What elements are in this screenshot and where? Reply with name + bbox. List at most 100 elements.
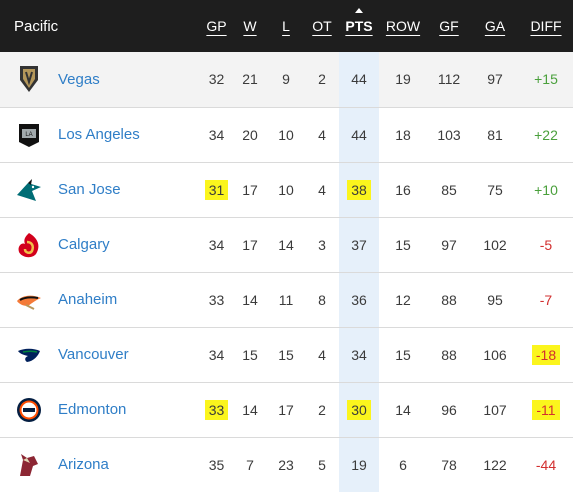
cell-l: 10 — [278, 181, 294, 198]
cell-ga: 81 — [487, 126, 503, 143]
sharks-logo-icon[interactable] — [14, 175, 44, 205]
col-gp[interactable]: GP — [206, 18, 227, 34]
cell-l: 10 — [278, 126, 294, 143]
cell-l: 14 — [278, 236, 294, 253]
cell-w: 15 — [242, 346, 258, 363]
cell-row: 12 — [395, 291, 411, 308]
cell-ga: 107 — [483, 401, 507, 418]
cell-gf: 78 — [441, 456, 457, 473]
division-title: Pacific — [14, 17, 59, 35]
cell-pts: 36 — [339, 272, 379, 327]
cell-pts: 37 — [339, 217, 379, 272]
cell-gf: 88 — [441, 291, 457, 308]
kings-logo-icon[interactable]: LA — [14, 120, 44, 150]
col-w[interactable]: W — [243, 18, 257, 34]
ducks-logo-icon[interactable] — [14, 285, 44, 315]
cell-pts: 44 — [339, 52, 379, 107]
table-header: Pacific GP W L OT PTS ROW GF GA DIFF — [0, 0, 573, 52]
col-pts[interactable]: PTS — [339, 0, 379, 52]
col-ga[interactable]: GA — [484, 18, 506, 34]
cell-w: 20 — [242, 126, 258, 143]
cell-row: 15 — [395, 346, 411, 363]
cell-ot: 8 — [318, 291, 326, 308]
cell-gf: 97 — [441, 236, 457, 253]
svg-text:LA: LA — [25, 132, 32, 138]
cell-ga: 75 — [487, 181, 503, 198]
oilers-logo-icon[interactable] — [14, 395, 44, 425]
cell-ot: 2 — [318, 401, 326, 418]
table-row: Anaheim 33 14 11 8 36 12 88 95 -7 — [0, 272, 573, 327]
team-link-vancouver[interactable]: Vancouver — [58, 346, 129, 363]
cell-pts: 34 — [339, 327, 379, 382]
cell-gp: 32 — [208, 71, 225, 88]
cell-ot: 4 — [318, 126, 326, 143]
cell-gf: 112 — [437, 71, 461, 88]
cell-w: 14 — [242, 291, 258, 308]
cell-diff: +22 — [534, 126, 558, 143]
cell-gf: 103 — [437, 126, 461, 143]
team-link-san-jose[interactable]: San Jose — [58, 181, 121, 198]
cell-row: 14 — [395, 401, 411, 418]
cell-l: 9 — [282, 71, 290, 88]
col-l[interactable]: L — [282, 18, 290, 34]
cell-gf: 88 — [441, 346, 457, 363]
table-row: LA Los Angeles 34 20 10 4 44 18 103 81 +… — [0, 107, 573, 162]
cell-ga: 95 — [487, 291, 503, 308]
cell-w: 21 — [242, 71, 258, 88]
coyotes-logo-icon[interactable] — [14, 450, 44, 480]
cell-ot: 4 — [318, 181, 326, 198]
col-diff[interactable]: DIFF — [530, 18, 562, 34]
team-link-edmonton[interactable]: Edmonton — [58, 401, 127, 418]
cell-gf: 85 — [441, 181, 457, 198]
team-link-anaheim[interactable]: Anaheim — [58, 291, 118, 308]
cell-diff: -44 — [535, 456, 557, 473]
cell-l: 15 — [278, 346, 294, 363]
flames-logo-icon[interactable] — [14, 230, 44, 260]
team-link-arizona[interactable]: Arizona — [58, 456, 109, 474]
cell-ot: 3 — [318, 236, 326, 253]
cell-w: 14 — [242, 401, 258, 418]
table-row: Edmonton 33 14 17 2 30 14 96 107 -11 — [0, 382, 573, 437]
sort-caret-icon — [355, 8, 363, 13]
cell-gp: 33 — [208, 291, 225, 308]
team-link-vegas[interactable]: Vegas — [58, 70, 100, 88]
cell-diff: -7 — [539, 291, 553, 308]
cell-ot: 2 — [318, 71, 326, 88]
col-ot[interactable]: OT — [312, 18, 332, 34]
cell-gp: 34 — [208, 236, 225, 253]
cell-ga: 97 — [487, 71, 503, 88]
cell-ot: 5 — [318, 456, 326, 473]
cell-diff: -18 — [519, 327, 573, 382]
cell-diff: +10 — [534, 181, 558, 198]
cell-gp: 34 — [208, 126, 225, 143]
golden-knights-logo-icon[interactable] — [14, 64, 44, 94]
cell-l: 17 — [278, 401, 294, 418]
cell-w: 17 — [242, 236, 258, 253]
cell-pts: 19 — [339, 437, 379, 492]
team-link-calgary[interactable]: Calgary — [58, 236, 110, 253]
cell-row: 16 — [395, 181, 411, 198]
cell-ga: 106 — [483, 346, 507, 363]
cell-row: 15 — [395, 236, 411, 253]
cell-row: 18 — [395, 126, 411, 143]
table-row: San Jose 31 17 10 4 38 16 85 75 +10 — [0, 162, 573, 217]
cell-l: 11 — [278, 291, 294, 308]
cell-diff: +15 — [534, 71, 558, 88]
cell-w: 17 — [242, 181, 258, 198]
cell-pts: 44 — [339, 107, 379, 162]
cell-row: 19 — [395, 71, 411, 88]
cell-ga: 122 — [483, 456, 507, 473]
cell-ga: 102 — [483, 236, 507, 253]
col-gf[interactable]: GF — [439, 18, 459, 34]
canucks-logo-icon[interactable] — [14, 340, 44, 370]
cell-w: 7 — [246, 456, 254, 473]
team-link-los-angeles[interactable]: Los Angeles — [58, 126, 140, 143]
cell-gf: 96 — [441, 401, 457, 418]
cell-diff: -11 — [519, 382, 573, 437]
cell-gp: 34 — [208, 346, 225, 363]
table-row: Calgary 34 17 14 3 37 15 97 102 -5 — [0, 217, 573, 272]
col-row[interactable]: ROW — [385, 18, 421, 34]
cell-row: 6 — [399, 456, 407, 473]
